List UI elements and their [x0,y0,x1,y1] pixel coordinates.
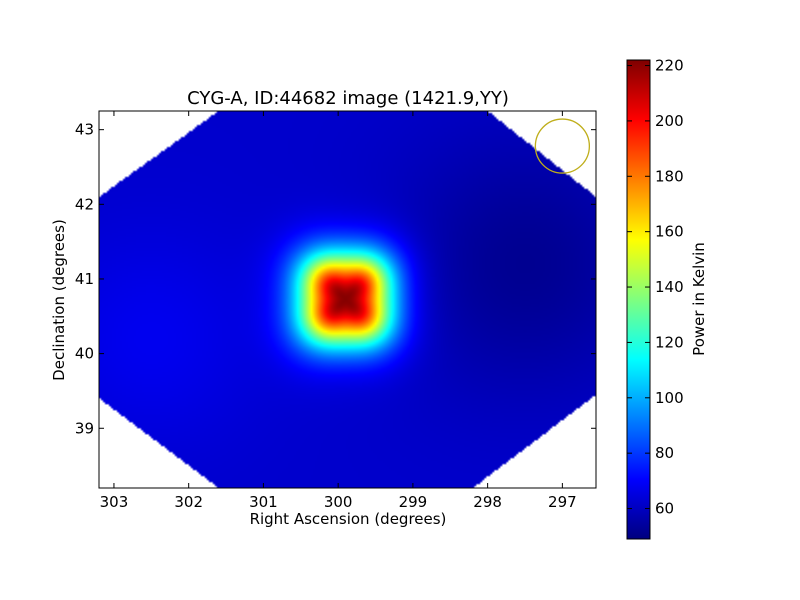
colorbar-ticks: 60 80 100 120 140 160 180 200 220 [627,57,684,518]
x-tick-label: 300 [324,493,353,511]
colorbar-tick-label: 140 [655,278,684,296]
plot-frame [98,110,597,489]
colorbar-tick-label: 160 [655,223,684,241]
x-axis-label: Right Ascension (degrees) [250,510,447,528]
plot-area [98,110,597,489]
colorbar-gradient [626,59,651,540]
x-tick-label: 298 [473,493,502,511]
x-tick-label: 302 [174,493,203,511]
y-tick-label: 42 [75,195,94,213]
x-tick-label: 297 [548,493,577,511]
beam-marker [534,118,591,174]
x-tick-label: 299 [399,493,428,511]
y-tick-label: 39 [75,419,94,437]
y-axis: 39 40 41 42 43 [75,121,596,437]
y-tick-label: 41 [75,270,94,288]
colorbar-tick-label: 80 [655,444,674,462]
colorbar-tick-label: 200 [655,112,684,130]
x-axis: 303 302 301 300 299 298 297 [100,111,577,511]
y-tick-label: 40 [75,345,94,363]
colorbar-tick-label: 100 [655,389,684,407]
y-tick-label: 43 [75,121,94,139]
colorbar-label: Power in Kelvin [690,242,708,356]
colorbar-tick-label: 60 [655,500,674,518]
heatmap-image [99,111,596,488]
chart-title: CYG-A, ID:44682 image (1421.9,YY) [187,88,509,109]
colorbar: 60 80 100 120 140 160 180 200 220 Power in Kelvi… [626,57,708,540]
x-tick-label: 301 [249,493,278,511]
x-tick-label: 303 [100,493,129,511]
colorbar-tick-label: 220 [655,57,684,75]
y-axis-label: Declination (degrees) [50,219,68,381]
colorbar-tick-label: 120 [655,333,684,351]
colorbar-tick-label: 180 [655,167,684,185]
